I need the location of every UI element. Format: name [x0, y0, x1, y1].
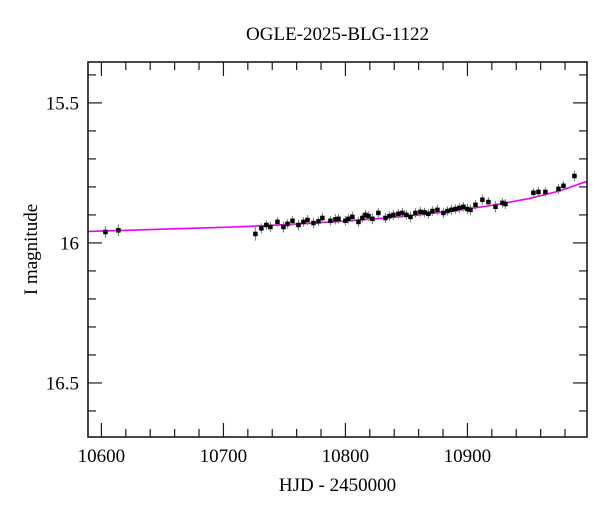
data-point [486, 199, 491, 205]
data-point [350, 214, 355, 220]
data-point [543, 189, 548, 195]
data-point [346, 216, 351, 222]
data-point [396, 211, 401, 217]
data-point [503, 201, 508, 207]
x-tick-label: 10900 [444, 446, 492, 467]
y-tick-label: 15.5 [46, 93, 79, 114]
data-point [281, 224, 286, 230]
model-curve [87, 180, 588, 233]
data-point [316, 219, 321, 224]
chart-title: OGLE-2025-BLG-1122 [246, 24, 429, 45]
x-tick-label: 10800 [322, 446, 370, 467]
data-point [461, 204, 466, 210]
data-point [445, 208, 450, 214]
data-point [328, 218, 333, 224]
data-point [413, 210, 418, 216]
data-point [370, 216, 375, 222]
y-tick-label: 16 [60, 233, 79, 254]
data-point [536, 189, 541, 195]
data-point [480, 197, 485, 203]
data-point [333, 217, 338, 222]
data-point [363, 212, 368, 218]
data-point [493, 204, 498, 210]
data-point [465, 206, 470, 212]
axis-ticks [88, 62, 587, 437]
data-point [531, 190, 536, 196]
data-point [296, 222, 301, 228]
data-point [356, 219, 361, 225]
y-axis-label: I magnitude [21, 204, 42, 295]
data-point [441, 210, 446, 216]
data-point [426, 211, 431, 217]
data-point [290, 218, 295, 224]
data-point [404, 212, 409, 218]
plot-frame [87, 61, 588, 438]
y-tick-label: 16.5 [46, 373, 79, 394]
data-point [253, 231, 258, 237]
data-point [435, 207, 440, 213]
data-point [453, 206, 458, 212]
data-point [259, 226, 264, 231]
x-tick-label: 10600 [78, 446, 126, 467]
x-axis-label: HJD - 2450000 [279, 475, 396, 496]
data-point [336, 216, 341, 222]
data-point [468, 207, 473, 213]
data-point [422, 210, 427, 215]
tick-labels: 10600 10700 10800 10900 15.5 16 16.5 [46, 93, 491, 467]
data-point [311, 220, 316, 226]
x-tick-label: 10700 [200, 446, 248, 467]
data-point [430, 208, 435, 214]
data-point [285, 221, 290, 227]
data-point [387, 213, 392, 219]
data-point [556, 186, 561, 192]
data-point [275, 219, 280, 225]
data-point [408, 214, 413, 220]
data-point [418, 209, 423, 215]
data-point [391, 212, 396, 218]
model-curve-path [87, 180, 588, 233]
data-points [103, 173, 577, 237]
data-point [103, 229, 108, 235]
data-point [116, 228, 121, 233]
data-point [400, 210, 405, 216]
data-point [301, 219, 306, 225]
plot-border [87, 61, 588, 438]
data-point [268, 224, 273, 230]
data-point [473, 202, 478, 208]
data-point [360, 215, 365, 221]
data-point [343, 218, 348, 224]
data-point [366, 213, 371, 219]
data-point [457, 205, 462, 211]
data-point [383, 215, 388, 221]
data-point [320, 215, 325, 221]
data-point [572, 173, 577, 179]
data-point [449, 207, 454, 213]
data-point [561, 183, 566, 189]
data-point [376, 210, 381, 216]
data-point [305, 217, 310, 223]
data-point [500, 200, 505, 206]
data-point [264, 222, 269, 228]
